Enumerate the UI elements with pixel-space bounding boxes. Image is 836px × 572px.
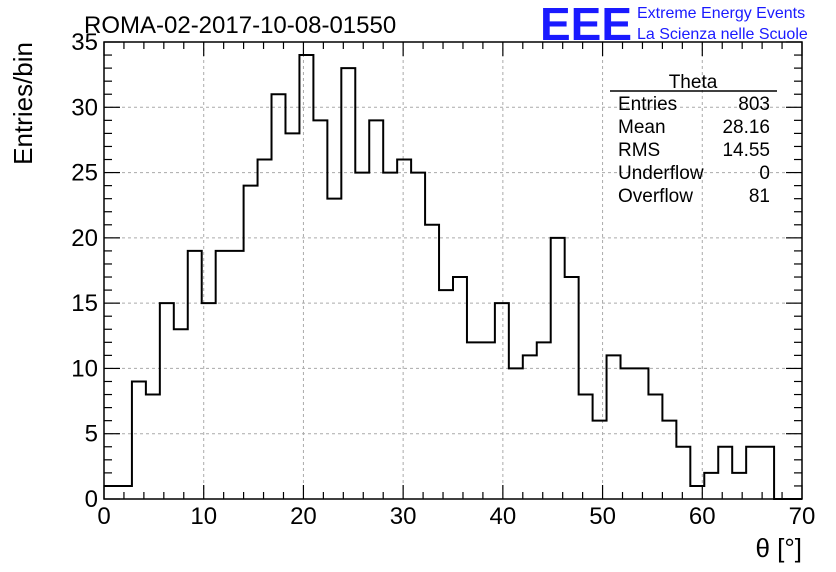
x-tick-label: 0 — [97, 503, 110, 530]
y-tick-label: 30 — [71, 94, 98, 121]
y-tick-labels: 0 5 10 15 20 25 30 35 — [71, 29, 98, 513]
chart-title: ROMA-02-2017-10-08-01550 — [84, 12, 396, 39]
y-tick-label: 15 — [71, 290, 98, 317]
stats-value: 81 — [749, 186, 770, 207]
x-tick-label: 70 — [789, 503, 816, 530]
stats-value: 28.16 — [722, 117, 770, 138]
x-tick-label: 50 — [589, 503, 616, 530]
eee-logo: EEE Extreme Energy Events La Scienza nel… — [540, 0, 808, 50]
x-axis-label: θ [°] — [755, 533, 802, 563]
y-tick-label: 10 — [71, 355, 98, 382]
eee-logo-line2: La Scienza nelle Scuole — [637, 26, 808, 43]
grid-lines — [104, 42, 802, 499]
x-tick-label: 20 — [290, 503, 317, 530]
stats-title: Theta — [669, 72, 718, 93]
stats-label: RMS — [618, 140, 660, 161]
x-tick-labels: 0 10 20 30 40 50 60 70 — [97, 503, 815, 530]
y-tick-label: 35 — [71, 29, 98, 56]
x-tick-label: 40 — [490, 503, 517, 530]
y-tick-label: 20 — [71, 225, 98, 252]
axis-ticks — [103, 41, 803, 500]
stats-label: Underflow — [618, 163, 704, 184]
y-axis-label: Entries/bin — [8, 42, 38, 165]
eee-logo-mark: EEE — [540, 0, 632, 50]
plot-frame — [103, 41, 803, 500]
y-tick-label: 25 — [71, 160, 98, 187]
stats-value: 14.55 — [722, 140, 770, 161]
y-tick-label: 0 — [85, 486, 98, 513]
x-tick-label: 60 — [689, 503, 716, 530]
x-tick-label: 10 — [190, 503, 217, 530]
stats-label: Mean — [618, 117, 666, 138]
x-tick-label: 30 — [390, 503, 417, 530]
stats-value: 803 — [738, 94, 770, 115]
histogram-series-line — [104, 54, 802, 500]
stats-box: Theta Entries 803 Mean 28.16 RMS 14.55 Underfl… — [610, 72, 777, 207]
stats-label: Entries — [618, 94, 677, 115]
y-tick-label: 5 — [85, 421, 98, 448]
eee-logo-line1: Extreme Energy Events — [637, 5, 805, 22]
stats-value: 0 — [759, 163, 770, 184]
stats-label: Overflow — [618, 186, 693, 207]
